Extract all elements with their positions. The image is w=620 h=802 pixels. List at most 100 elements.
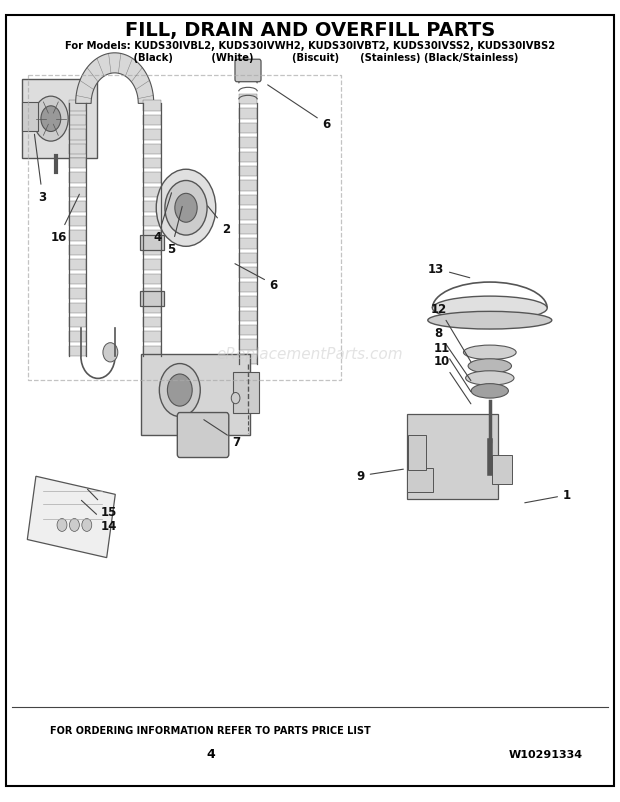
FancyBboxPatch shape [239, 196, 257, 206]
FancyBboxPatch shape [69, 260, 86, 270]
Ellipse shape [428, 312, 552, 330]
Ellipse shape [463, 346, 516, 360]
FancyBboxPatch shape [239, 239, 257, 249]
FancyBboxPatch shape [239, 95, 257, 105]
FancyBboxPatch shape [69, 346, 86, 357]
FancyBboxPatch shape [140, 236, 164, 250]
Circle shape [175, 194, 197, 223]
FancyBboxPatch shape [177, 413, 229, 458]
FancyBboxPatch shape [69, 173, 86, 184]
FancyBboxPatch shape [69, 217, 86, 227]
Text: 10: 10 [434, 355, 471, 404]
Text: 8: 8 [434, 327, 471, 381]
FancyBboxPatch shape [143, 346, 161, 357]
FancyBboxPatch shape [239, 181, 257, 192]
FancyBboxPatch shape [143, 260, 161, 270]
Circle shape [165, 181, 207, 236]
Text: eReplacementParts.com: eReplacementParts.com [216, 347, 404, 362]
FancyBboxPatch shape [239, 311, 257, 322]
FancyBboxPatch shape [239, 282, 257, 293]
FancyBboxPatch shape [143, 274, 161, 285]
Text: W10291334: W10291334 [508, 749, 583, 759]
Text: 4: 4 [206, 747, 215, 760]
FancyBboxPatch shape [143, 101, 161, 111]
Text: 16: 16 [51, 195, 79, 244]
FancyBboxPatch shape [407, 468, 433, 492]
Text: FOR ORDERING INFORMATION REFER TO PARTS PRICE LIST: FOR ORDERING INFORMATION REFER TO PARTS … [50, 725, 371, 735]
Ellipse shape [433, 297, 547, 321]
FancyBboxPatch shape [22, 80, 97, 159]
FancyBboxPatch shape [69, 274, 86, 285]
FancyBboxPatch shape [143, 245, 161, 256]
Ellipse shape [471, 384, 508, 399]
Text: 4: 4 [154, 193, 172, 244]
Circle shape [159, 364, 200, 417]
FancyBboxPatch shape [69, 231, 86, 241]
FancyBboxPatch shape [22, 103, 38, 132]
FancyBboxPatch shape [69, 159, 86, 169]
Circle shape [57, 519, 67, 532]
FancyBboxPatch shape [239, 109, 257, 119]
Text: 6: 6 [235, 265, 278, 292]
FancyBboxPatch shape [69, 289, 86, 299]
FancyBboxPatch shape [143, 159, 161, 169]
Text: 14: 14 [81, 500, 117, 533]
FancyBboxPatch shape [69, 332, 86, 342]
Circle shape [103, 343, 118, 363]
Ellipse shape [468, 359, 512, 374]
FancyBboxPatch shape [143, 318, 161, 328]
FancyBboxPatch shape [239, 124, 257, 134]
FancyBboxPatch shape [143, 144, 161, 155]
FancyBboxPatch shape [143, 217, 161, 227]
Text: 5: 5 [167, 207, 182, 256]
Text: 3: 3 [35, 135, 46, 204]
FancyBboxPatch shape [239, 225, 257, 235]
Circle shape [33, 97, 68, 142]
FancyBboxPatch shape [239, 167, 257, 177]
FancyBboxPatch shape [140, 292, 164, 306]
FancyBboxPatch shape [69, 318, 86, 328]
FancyBboxPatch shape [69, 303, 86, 314]
FancyBboxPatch shape [239, 152, 257, 163]
FancyBboxPatch shape [239, 340, 257, 350]
Circle shape [41, 107, 61, 132]
FancyBboxPatch shape [69, 188, 86, 198]
Text: 13: 13 [428, 263, 470, 278]
FancyBboxPatch shape [239, 138, 257, 148]
Text: 11: 11 [434, 342, 471, 392]
Text: For Models: KUDS30IVBL2, KUDS30IVWH2, KUDS30IVBT2, KUDS30IVSS2, KUDS30IVBS2: For Models: KUDS30IVBL2, KUDS30IVWH2, KU… [65, 41, 555, 51]
FancyBboxPatch shape [239, 253, 257, 264]
FancyBboxPatch shape [143, 231, 161, 241]
FancyBboxPatch shape [143, 130, 161, 140]
FancyBboxPatch shape [239, 354, 257, 365]
Circle shape [231, 393, 240, 404]
Ellipse shape [469, 467, 511, 483]
FancyBboxPatch shape [143, 289, 161, 299]
Text: FILL, DRAIN AND OVERFILL PARTS: FILL, DRAIN AND OVERFILL PARTS [125, 21, 495, 40]
FancyBboxPatch shape [69, 101, 86, 111]
FancyBboxPatch shape [232, 372, 259, 414]
Circle shape [167, 375, 192, 407]
FancyBboxPatch shape [69, 202, 86, 213]
Ellipse shape [466, 371, 514, 386]
FancyBboxPatch shape [143, 202, 161, 213]
FancyBboxPatch shape [492, 456, 512, 484]
FancyBboxPatch shape [239, 297, 257, 307]
Text: 7: 7 [204, 420, 241, 448]
FancyBboxPatch shape [143, 303, 161, 314]
FancyBboxPatch shape [239, 326, 257, 336]
Circle shape [156, 170, 216, 247]
FancyBboxPatch shape [235, 60, 261, 83]
Text: (Black)           (White)           (Biscuit)      (Stainless) (Black/Stainless): (Black) (White) (Biscuit) (Stainless) (B… [102, 53, 518, 63]
FancyBboxPatch shape [407, 415, 498, 500]
Text: 1: 1 [525, 489, 571, 503]
Circle shape [82, 519, 92, 532]
Text: 9: 9 [356, 470, 404, 483]
FancyBboxPatch shape [69, 245, 86, 256]
FancyBboxPatch shape [408, 435, 426, 471]
FancyBboxPatch shape [143, 115, 161, 126]
FancyBboxPatch shape [141, 354, 250, 435]
FancyBboxPatch shape [69, 130, 86, 140]
Polygon shape [76, 54, 154, 104]
FancyBboxPatch shape [239, 210, 257, 221]
